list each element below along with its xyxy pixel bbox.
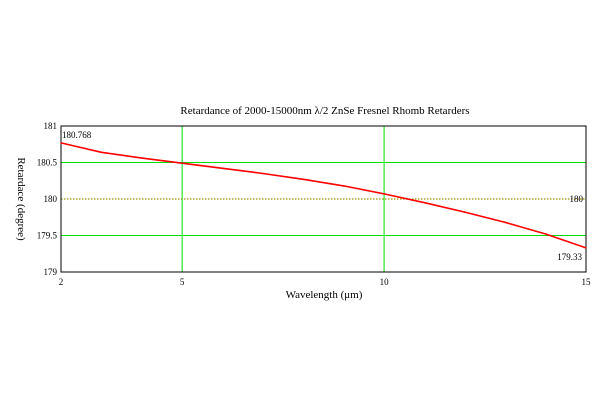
y-tick-label: 179 xyxy=(44,267,58,277)
x-axis-label: Wavelength (μm) xyxy=(286,289,363,301)
series-group xyxy=(60,142,587,249)
y-axis-label: Retardace (degree) xyxy=(15,157,27,241)
annotation-start: 180.768 xyxy=(62,130,92,140)
y-tick-label: 180 xyxy=(44,194,58,204)
data-point xyxy=(342,185,345,187)
data-point xyxy=(464,211,466,213)
series-line-0 xyxy=(60,142,587,249)
data-point xyxy=(504,221,507,224)
reference-line-group: 180 xyxy=(61,194,586,204)
data-point xyxy=(383,193,385,195)
data-point xyxy=(585,247,587,249)
data-point xyxy=(140,157,143,159)
chart-title: Retardance of 2000-15000nm λ/2 ZnSe Fres… xyxy=(180,105,469,117)
data-point xyxy=(262,172,264,175)
reference-line-label: 180 xyxy=(570,194,584,204)
data-point xyxy=(302,178,305,181)
x-tick-label: 2 xyxy=(59,277,64,287)
x-tick-label: 5 xyxy=(180,277,185,287)
data-point xyxy=(544,233,547,235)
data-point xyxy=(181,162,183,165)
data-point xyxy=(100,151,103,154)
y-tick-label: 181 xyxy=(44,121,58,131)
y-tick-label: 179.5 xyxy=(37,231,58,241)
x-tick-label: 10 xyxy=(380,277,390,287)
plot-frame xyxy=(60,125,587,273)
x-tick-label: 15 xyxy=(582,277,592,287)
y-tick-label: 180.5 xyxy=(37,158,58,168)
annotations: 180.768 179.33 xyxy=(62,130,583,262)
data-point xyxy=(221,167,224,170)
annotation-end: 179.33 xyxy=(557,252,582,262)
data-point xyxy=(423,201,426,204)
tick-labels: 2 5 10 15 181 180.5 180 179.5 179 xyxy=(37,121,591,287)
data-point xyxy=(60,142,62,144)
